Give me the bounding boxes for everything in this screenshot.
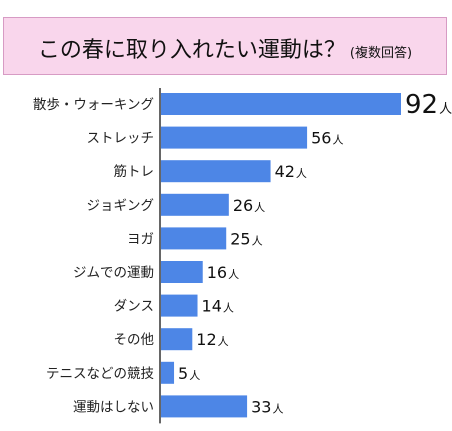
data-label: 92人 xyxy=(405,90,452,120)
category-label: その他 xyxy=(114,332,155,348)
data-label: 42人 xyxy=(275,162,307,181)
bar xyxy=(161,261,203,283)
bar xyxy=(161,160,271,183)
bar xyxy=(161,328,193,351)
category-label: 運動はしない xyxy=(73,399,154,415)
bar xyxy=(161,193,229,216)
data-label: 5人 xyxy=(178,364,200,383)
data-label: 26人 xyxy=(233,196,265,215)
category-label: ダンス xyxy=(114,299,154,315)
data-label: 33人 xyxy=(251,397,283,416)
category-label: ジムでの運動 xyxy=(73,265,154,281)
category-label: ストレッチ xyxy=(87,131,155,147)
chart-title-box: この春に取り入れたい運動は？ (複数回答) xyxy=(3,17,447,75)
category-label: ヨガ xyxy=(127,231,154,247)
bar xyxy=(161,361,175,384)
chart-title: この春に取り入れたい運動は？ xyxy=(37,38,346,63)
category-label: 散歩・ウォーキング xyxy=(33,97,154,113)
bar xyxy=(161,126,308,149)
data-label: 16人 xyxy=(207,263,239,282)
chart-subtitle: (複数回答) xyxy=(349,46,413,61)
bar xyxy=(161,395,248,418)
data-label: 56人 xyxy=(311,129,343,148)
bar xyxy=(161,93,401,115)
bar xyxy=(161,227,227,250)
category-label: テニスなどの競技 xyxy=(46,366,154,382)
data-label: 12人 xyxy=(196,330,228,349)
data-label: 25人 xyxy=(230,229,262,248)
data-label: 14人 xyxy=(202,297,234,316)
category-label: 筋トレ xyxy=(114,163,155,180)
category-label: ジョギング xyxy=(87,198,155,214)
bar xyxy=(161,294,198,317)
